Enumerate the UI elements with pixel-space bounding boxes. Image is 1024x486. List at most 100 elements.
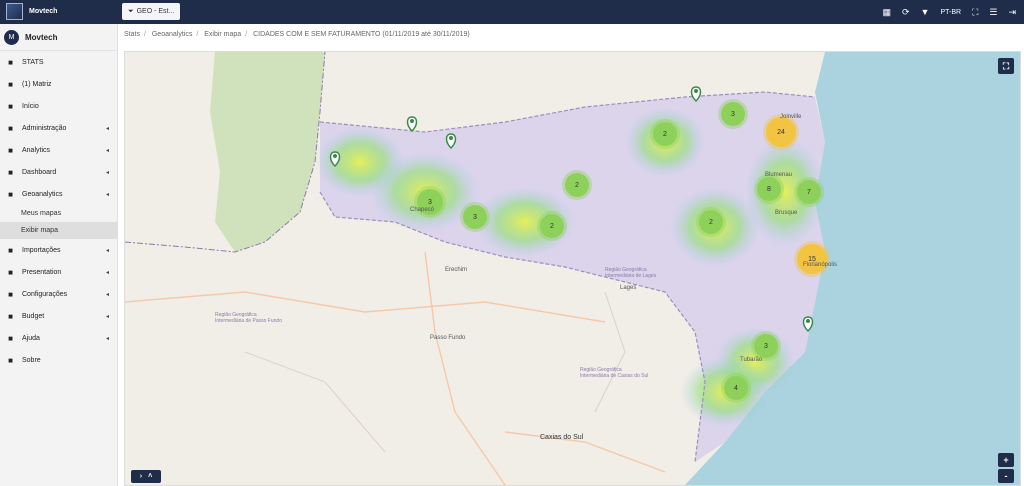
sidebar-item[interactable]: ■ Dashboard ◂ [0, 161, 117, 183]
caret-icon: ◂ [105, 335, 109, 342]
sidebar-subitem[interactable]: Exibir mapa [0, 222, 117, 239]
sidebar-item[interactable]: ■ STATS [0, 51, 117, 73]
map-label: Blumenau [765, 172, 793, 178]
sidebar-item-label: Ajuda [22, 334, 40, 342]
caret-icon: ◂ [105, 169, 109, 176]
map-view[interactable]: 3 2 24 3 3 2 2 8 7 2 15 3 4 Erechim Passo Fundo Caxias… [124, 51, 1021, 486]
sidebar-item[interactable]: ■ Importações ◂ [0, 239, 117, 261]
caret-icon: ◂ [105, 313, 109, 320]
marker-cluster[interactable]: 24 [766, 117, 796, 147]
sidebar-item[interactable]: ■ Budget ◂ [0, 305, 117, 327]
heat-spot [745, 137, 825, 247]
marker-cluster[interactable]: 3 [754, 334, 778, 358]
location-pin[interactable] [329, 151, 341, 168]
location-pin[interactable] [690, 86, 702, 103]
globe-icon: ■ [8, 189, 13, 199]
breadcrumb-item[interactable]: Geoanalytics [151, 31, 193, 38]
marker-cluster[interactable]: 3 [417, 189, 443, 215]
caret-icon: ◂ [105, 125, 109, 132]
sidebar-item-label: Administração [22, 124, 67, 132]
map-panel-toggle[interactable]: › ˄ [131, 470, 161, 483]
map-label: Região Geográfica Intermediária de Lages [605, 267, 657, 279]
heat-spot [475, 187, 575, 257]
forest-area [210, 52, 325, 252]
zoom-in-button[interactable]: + [998, 453, 1014, 467]
filter-top-icon[interactable]: ▼ [920, 7, 930, 17]
app-name: Movtech [29, 8, 58, 15]
road [424, 251, 506, 485]
road [244, 351, 386, 453]
user-name: Movtech [25, 32, 58, 42]
geo-filter-button[interactable]: ⏷ GEO - Est... [122, 3, 181, 20]
top-bar: Movtech ⏷ GEO - Est... ▦ ⟳ ▼ PT-BR ⛶ ☰ ⇥ [0, 0, 1024, 24]
sidebar-item-label: Geoanalytics [22, 190, 63, 198]
menu-icon[interactable]: ☰ [989, 6, 998, 17]
chevron-up-icon: ˄ [148, 473, 153, 480]
map-label: Erechim [445, 267, 468, 273]
sidebar-item[interactable]: ■ Presentation ◂ [0, 261, 117, 283]
fullscreen-icon[interactable]: ⛶ [972, 6, 979, 17]
map-label: Joinville [780, 114, 802, 120]
sidebar-item[interactable]: ■ Configurações ◂ [0, 283, 117, 305]
marker-cluster[interactable]: 2 [565, 173, 589, 197]
sidebar-item-label: Início [22, 102, 39, 110]
chevron-right-icon: › [139, 473, 143, 480]
marker-cluster[interactable]: 8 [757, 177, 781, 201]
road [125, 291, 606, 323]
sidebar-item-label: Importações [22, 246, 61, 254]
state-border [319, 191, 706, 463]
geo-filter-label: GEO - Est... [136, 8, 175, 15]
location-pin[interactable] [802, 316, 814, 333]
sidebar-item[interactable]: ■ Administração ◂ [0, 117, 117, 139]
marker-cluster[interactable]: 2 [699, 210, 723, 234]
sidebar-item[interactable]: ■ Ajuda ◂ [0, 327, 117, 349]
breadcrumb-item[interactable]: Stats [124, 31, 140, 38]
logout-icon[interactable]: ⇥ [1008, 6, 1016, 17]
sidebar-item[interactable]: ■ (1) Matriz [0, 73, 117, 95]
map-label: Passo Fundo [430, 335, 466, 341]
language-selector[interactable]: PT-BR [940, 8, 962, 16]
brand[interactable]: Movtech [6, 3, 57, 20]
sidebar-item[interactable]: ■ Início [0, 95, 117, 117]
marker-cluster[interactable]: 2 [653, 122, 677, 146]
user-row[interactable]: M Movtech [0, 24, 117, 51]
dollar-icon: ■ [8, 311, 13, 321]
marker-cluster[interactable]: 3 [721, 102, 745, 126]
ocean [685, 52, 1020, 485]
sidebar-item-label: STATS [22, 58, 44, 66]
breadcrumb-item[interactable]: Exibir mapa [204, 31, 242, 38]
marker-cluster[interactable]: 3 [463, 205, 487, 229]
fullscreen-map-button[interactable]: ⛶ [998, 58, 1014, 74]
caret-icon: ◂ [105, 191, 109, 198]
question-icon: ■ [8, 333, 13, 343]
app-logo [6, 3, 23, 20]
filter-icon: ⏷ [128, 7, 134, 15]
gear-icon: ■ [8, 123, 13, 133]
breadcrumb-current: CIDADES COM E SEM FATURAMENTO (01/11/201… [253, 31, 470, 38]
sidebar-item-label: (1) Matriz [22, 80, 52, 88]
marker-cluster[interactable]: 15 [797, 244, 827, 274]
sidebar-item-label: Dashboard [22, 168, 57, 176]
sidebar-item-label: Analytics [22, 146, 51, 154]
play-icon: ■ [8, 267, 13, 277]
zoom-out-button[interactable]: - [998, 469, 1014, 483]
breadcrumb: Stats / Geoanalytics / Exibir mapa / CIDADE… [124, 31, 470, 38]
map-label: Florianópolis [803, 262, 838, 268]
sidebar: M Movtech ■ STATS ■ (1) Matriz ■ Início ■ Admin… [0, 24, 118, 486]
marker-cluster[interactable]: 7 [797, 180, 821, 204]
sidebar-item[interactable]: ■ Sobre [0, 349, 117, 371]
sidebar-item[interactable]: ■ Analytics ◂ [0, 139, 117, 161]
bar-chart-icon: ■ [8, 167, 13, 177]
marker-cluster[interactable]: 4 [724, 376, 748, 400]
location-pin[interactable] [406, 116, 418, 133]
grid-icon[interactable]: ▦ [882, 6, 891, 17]
sidebar-item[interactable]: ■ Geoanalytics ◂ [0, 183, 117, 205]
sidebar-item-label: Configurações [22, 290, 68, 298]
state-border [319, 91, 816, 133]
refresh-icon[interactable]: ⟳ [901, 6, 910, 17]
map-canvas [125, 52, 1020, 485]
location-pin[interactable] [445, 133, 457, 150]
sidebar-subitem[interactable]: Meus mapas [21, 210, 62, 217]
road [594, 291, 626, 413]
marker-cluster[interactable]: 2 [540, 214, 564, 238]
